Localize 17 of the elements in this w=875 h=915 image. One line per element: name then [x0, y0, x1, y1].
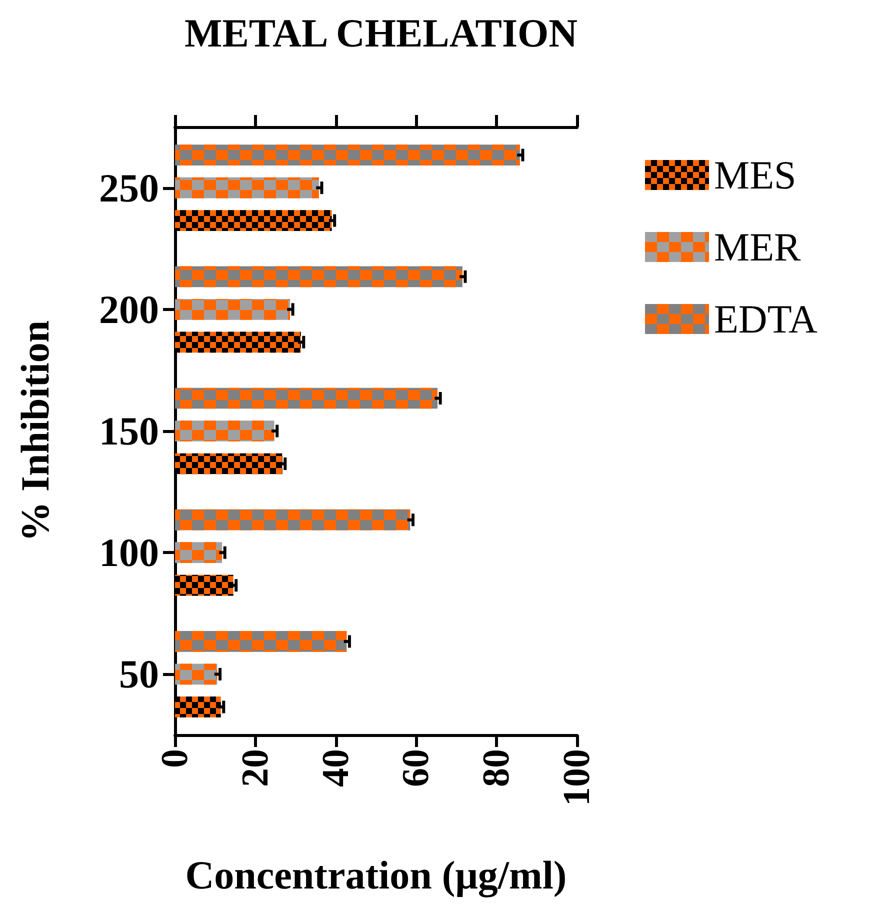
y-axis-title: % Inhibition [12, 320, 58, 542]
y-tick-label: 250 [99, 165, 159, 210]
x-tick-label: 100 [556, 749, 598, 806]
x-tick-label: 40 [314, 749, 357, 787]
y-tick-label: 100 [99, 530, 159, 576]
x-tick-label: 60 [395, 749, 438, 787]
y-tick-label: 200 [99, 286, 159, 332]
y-tick-label: 50 [119, 652, 159, 697]
legend-label: MER [714, 224, 801, 270]
x-tick-label: 80 [476, 749, 518, 787]
chart-title: METAL CHELATION [184, 10, 578, 56]
legend-label: MES [714, 152, 796, 198]
y-tick-label: 150 [99, 408, 159, 454]
x-tick-label: 20 [234, 749, 276, 787]
x-tick-label: 0 [154, 749, 196, 768]
x-axis-title: Concentration (μg/ml) [185, 852, 567, 898]
legend-label: EDTA [714, 296, 818, 342]
